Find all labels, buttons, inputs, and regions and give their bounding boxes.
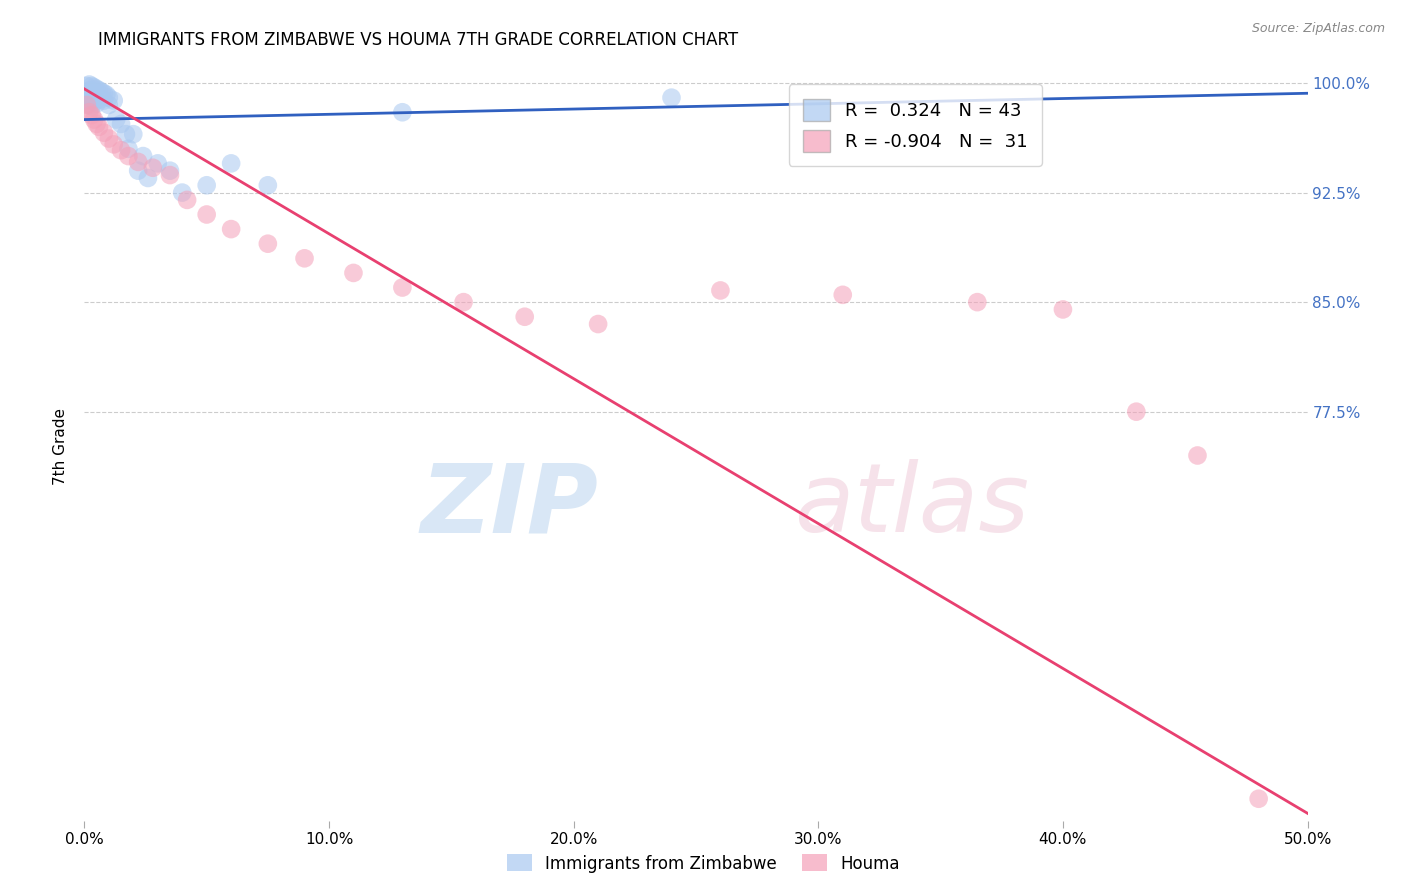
Legend: Immigrants from Zimbabwe, Houma: Immigrants from Zimbabwe, Houma xyxy=(501,847,905,880)
Point xyxy=(127,163,149,178)
Point xyxy=(110,117,132,131)
Point xyxy=(122,127,145,141)
Point xyxy=(80,78,103,93)
Point xyxy=(86,89,108,103)
Point xyxy=(831,288,853,302)
Text: ZIP: ZIP xyxy=(420,459,598,552)
Point xyxy=(93,126,115,140)
Point xyxy=(77,83,100,97)
Point xyxy=(195,178,218,193)
Point xyxy=(391,105,413,120)
Point xyxy=(176,193,198,207)
Point xyxy=(80,108,103,122)
Point xyxy=(115,127,138,141)
Point xyxy=(87,120,110,134)
Point xyxy=(76,94,98,108)
Point xyxy=(103,94,125,108)
Point xyxy=(195,207,218,221)
Point xyxy=(257,178,280,193)
Point xyxy=(586,317,609,331)
Point xyxy=(86,96,108,111)
Point xyxy=(76,78,98,93)
Point xyxy=(76,87,98,101)
Y-axis label: 7th Grade: 7th Grade xyxy=(53,408,69,484)
Point xyxy=(342,266,364,280)
Point xyxy=(1247,791,1270,805)
Point xyxy=(83,80,105,95)
Point xyxy=(966,295,988,310)
Point xyxy=(86,82,108,96)
Point xyxy=(80,92,103,106)
Point xyxy=(159,163,181,178)
Point xyxy=(294,252,316,266)
Point xyxy=(453,295,475,310)
Point xyxy=(103,137,125,152)
Point xyxy=(146,156,169,170)
Point xyxy=(87,90,110,104)
Point xyxy=(172,186,194,200)
Point xyxy=(97,98,120,112)
Point xyxy=(80,99,103,113)
Point xyxy=(391,280,413,294)
Point xyxy=(219,156,242,170)
Point xyxy=(1052,302,1074,317)
Point xyxy=(127,155,149,169)
Point xyxy=(83,87,105,102)
Point xyxy=(80,85,103,99)
Point xyxy=(110,143,132,157)
Point xyxy=(90,92,112,106)
Point xyxy=(219,222,242,236)
Point xyxy=(117,142,139,156)
Point xyxy=(86,117,108,131)
Point xyxy=(142,161,165,175)
Point xyxy=(76,98,98,112)
Point xyxy=(93,87,115,101)
Point xyxy=(159,168,181,182)
Point xyxy=(77,78,100,92)
Point xyxy=(97,131,120,145)
Point xyxy=(136,171,159,186)
Point xyxy=(83,95,105,109)
Point xyxy=(87,83,110,97)
Text: atlas: atlas xyxy=(794,459,1029,552)
Text: Source: ZipAtlas.com: Source: ZipAtlas.com xyxy=(1251,22,1385,36)
Point xyxy=(77,98,100,112)
Text: IMMIGRANTS FROM ZIMBABWE VS HOUMA 7TH GRADE CORRELATION CHART: IMMIGRANTS FROM ZIMBABWE VS HOUMA 7TH GR… xyxy=(98,31,738,49)
Point xyxy=(97,90,120,104)
Point xyxy=(77,105,100,120)
Point xyxy=(77,90,100,104)
Point xyxy=(661,90,683,104)
Point xyxy=(105,112,128,127)
Point xyxy=(117,149,139,163)
Point xyxy=(513,310,536,324)
Legend: R =  0.324   N = 43, R = -0.904   N =  31: R = 0.324 N = 43, R = -0.904 N = 31 xyxy=(789,84,1042,166)
Point xyxy=(132,149,155,163)
Point xyxy=(93,94,115,108)
Point xyxy=(90,85,112,99)
Point xyxy=(1187,449,1209,463)
Point xyxy=(96,87,118,102)
Point xyxy=(1125,405,1147,419)
Point xyxy=(709,284,731,298)
Point xyxy=(257,236,280,251)
Point xyxy=(83,112,105,127)
